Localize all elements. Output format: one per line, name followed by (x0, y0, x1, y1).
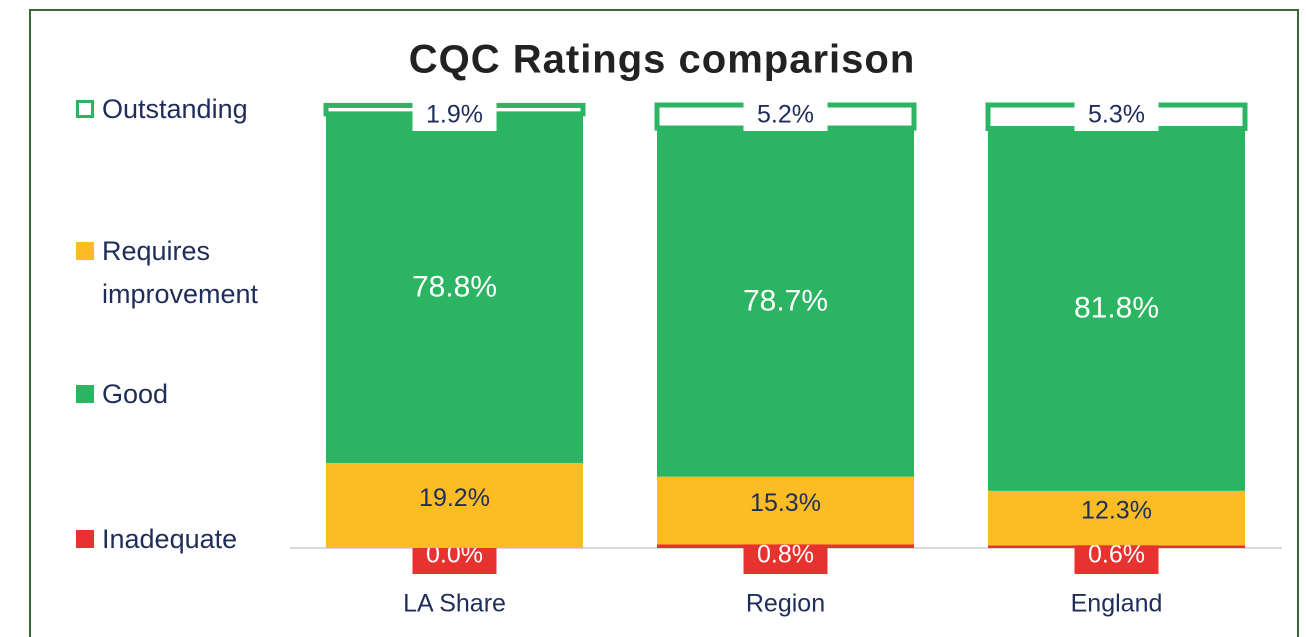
data-label: 5.3% (1088, 101, 1145, 129)
label-box (743, 99, 828, 131)
legend-label: Requires improvement (102, 236, 259, 309)
legend-label: Inadequate (102, 524, 238, 554)
label-box (1074, 99, 1159, 131)
data-label: 12.3% (1081, 497, 1152, 525)
data-label: 15.3% (750, 489, 821, 517)
legend-swatch (76, 100, 94, 118)
legend-label: Good (102, 379, 169, 409)
bar-segment (657, 128, 914, 477)
chart-title: CQC Ratings comparison (409, 38, 916, 82)
legend-label: Outstanding (102, 94, 248, 124)
bar-segment (326, 462, 583, 548)
x-tick-label: Region (746, 590, 825, 618)
label-box (412, 99, 497, 131)
data-label: 1.9% (426, 101, 483, 129)
data-label: 78.7% (743, 284, 828, 317)
legend-swatch (76, 242, 94, 260)
data-label: 0.8% (757, 541, 814, 569)
bar-segment (988, 490, 1245, 546)
data-label: 78.8% (412, 270, 497, 303)
bar-segment (326, 113, 583, 463)
frame (29, 9, 1299, 637)
data-label: 5.2% (757, 101, 814, 129)
bar-segment (988, 128, 1245, 491)
legend-item: Inadequate (76, 518, 296, 561)
data-label: 19.2% (419, 484, 490, 512)
x-tick-label: England (1071, 590, 1163, 618)
legend-swatch (76, 385, 94, 403)
legend-item: Good (76, 373, 296, 416)
legend-item: Requires improvement (76, 230, 296, 316)
x-tick-label: LA Share (403, 590, 506, 618)
data-label: 81.8% (1074, 292, 1159, 325)
legend-item: Outstanding (76, 88, 296, 131)
bar-segment (657, 476, 914, 545)
legend-swatch (76, 530, 94, 548)
